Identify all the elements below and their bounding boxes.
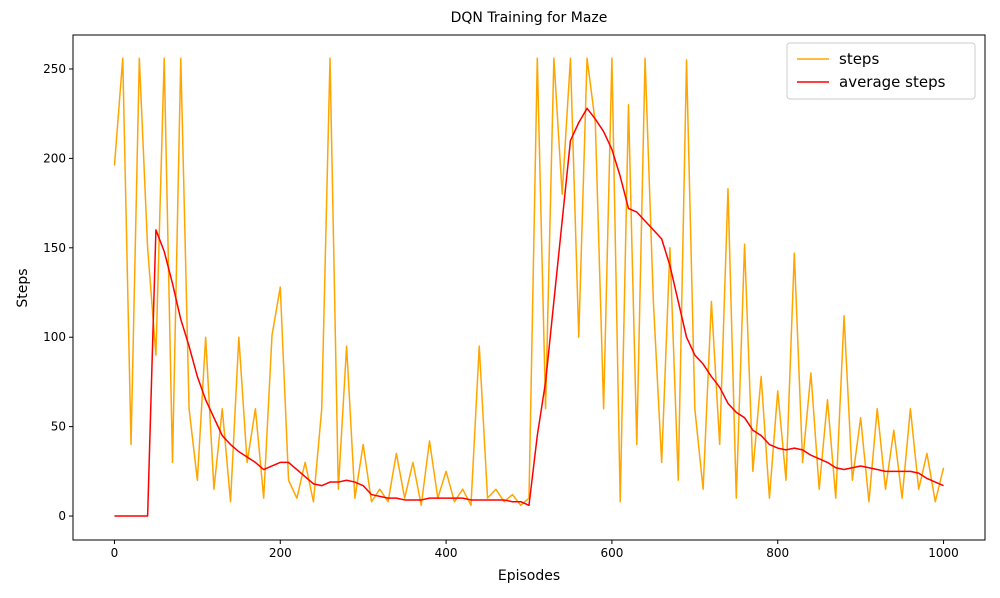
y-axis-label: Steps <box>15 268 31 307</box>
x-tick-label: 0 <box>111 546 119 560</box>
x-tick-label: 600 <box>600 546 623 560</box>
legend-label: average steps <box>839 73 946 91</box>
x-tick-label: 400 <box>435 546 458 560</box>
legend-label: steps <box>839 50 879 68</box>
legend-box <box>786 42 976 100</box>
x-tick-label: 1000 <box>928 546 959 560</box>
legend: steps average steps <box>786 42 976 100</box>
y-tick-label: 200 <box>43 151 66 165</box>
x-tick-label: 800 <box>766 546 789 560</box>
plot-frame <box>72 34 986 541</box>
x-axis-label: Episodes <box>498 568 560 584</box>
y-tick-label: 50 <box>51 420 66 434</box>
y-tick-label: 100 <box>43 330 66 344</box>
x-tick-label: 200 <box>269 546 292 560</box>
line-series <box>113 57 945 507</box>
chart-title: DQN Training for Maze <box>451 10 608 26</box>
y-tick-label: 0 <box>58 509 66 523</box>
y-tick-label: 150 <box>43 241 66 255</box>
line-series <box>114 107 944 517</box>
y-tick-label: 250 <box>43 62 66 76</box>
